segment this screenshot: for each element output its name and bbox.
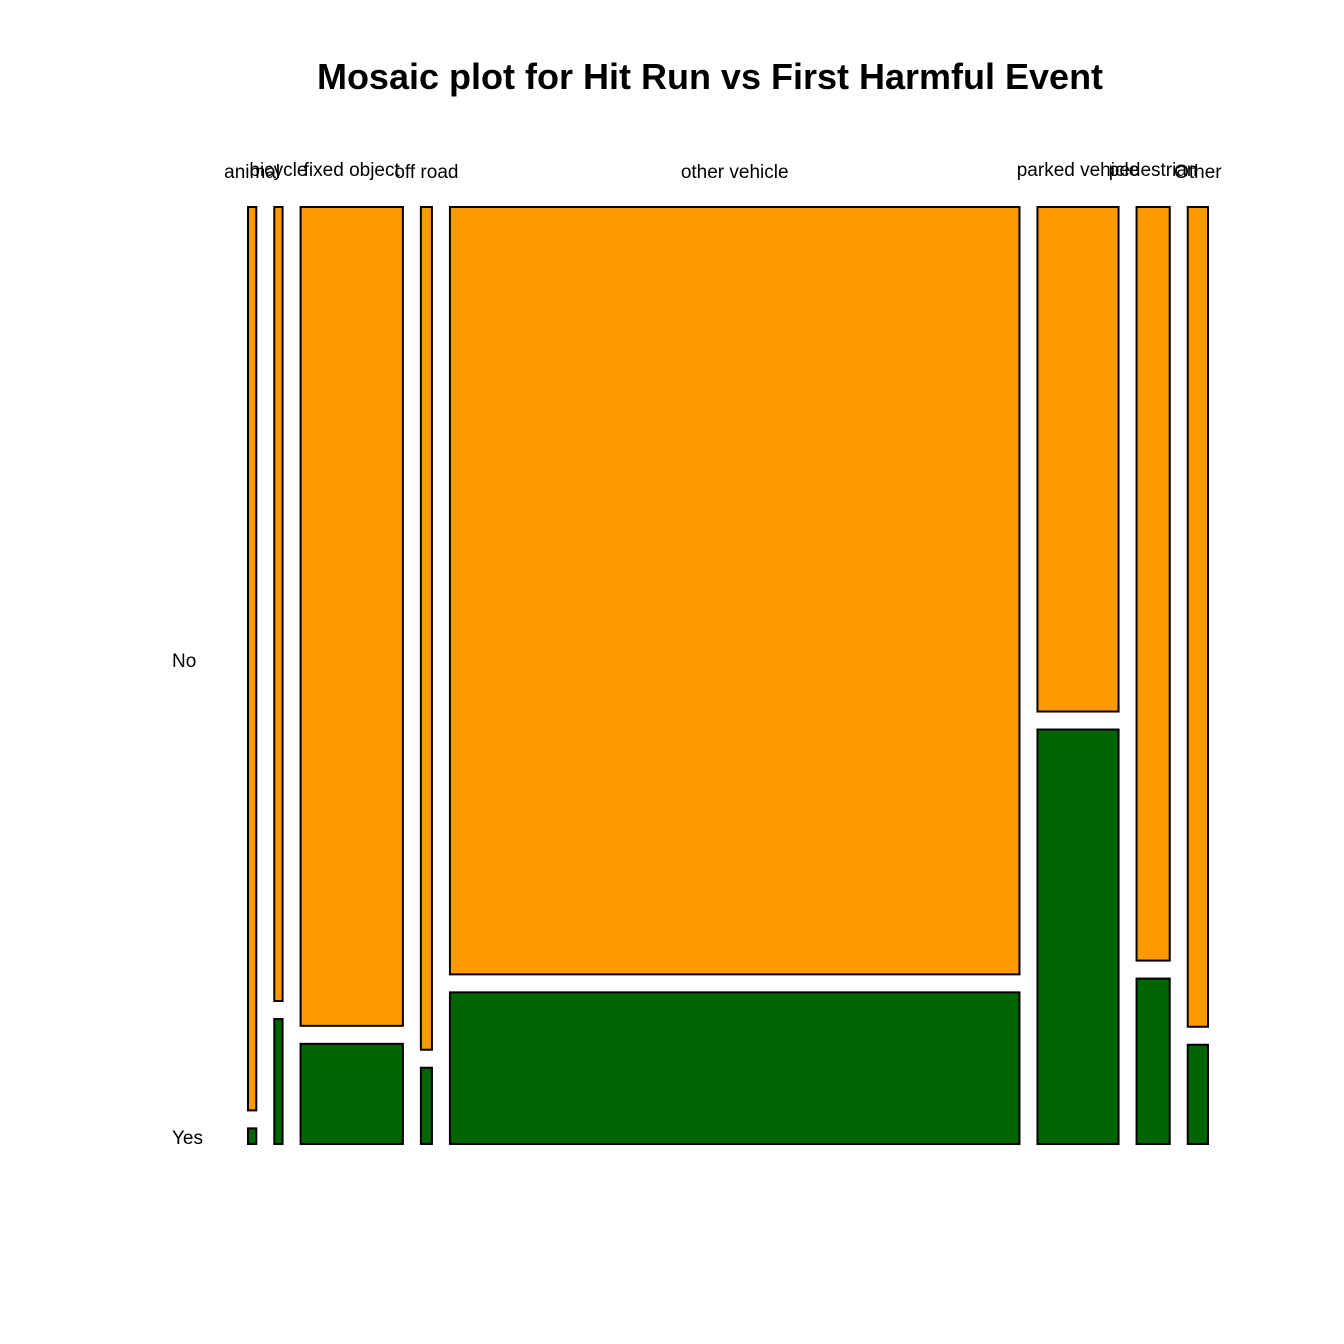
- x-label-animal: animal: [224, 162, 280, 183]
- tile-pedestrian-yes: [1135, 977, 1171, 1146]
- y-axis-labels: No Yes: [172, 651, 203, 1149]
- tile-animal-no: [247, 206, 258, 1112]
- tile-fixed-object-yes: [299, 1042, 404, 1145]
- tile-parked-vehicle-yes: [1036, 728, 1120, 1145]
- x-label-pedestrian: pedestrian: [1109, 160, 1198, 181]
- x-label-other-vehicle: other vehicle: [681, 162, 789, 183]
- tile-parked-vehicle-no: [1036, 206, 1120, 713]
- tile-animal-yes: [247, 1127, 258, 1145]
- x-label-off-road: off road: [394, 162, 458, 183]
- tile-pedestrian-no: [1135, 206, 1171, 962]
- x-label-parked-vehicle: parked vehicle: [1017, 160, 1140, 181]
- tile-bicycle-yes: [273, 1018, 284, 1145]
- y-label-yes: Yes: [172, 1128, 203, 1149]
- x-label-other: Other: [1174, 162, 1222, 183]
- tile-fixed-object-no: [299, 206, 404, 1027]
- x-label-bicycle: bicycle: [249, 160, 307, 181]
- x-label-fixed-object: fixed object: [304, 160, 401, 181]
- tile-other-vehicle-no: [448, 206, 1021, 976]
- chart-title: Mosaic plot for Hit Run vs First Harmful…: [316, 56, 1104, 97]
- tile-off-road-no: [419, 206, 433, 1051]
- tile-bicycle-no: [273, 206, 284, 1003]
- y-label-no: No: [172, 651, 196, 672]
- mosaic-tiles: [247, 206, 1209, 1146]
- tile-off-road-yes: [419, 1066, 433, 1146]
- tile-other-vehicle-yes: [448, 991, 1021, 1145]
- tile-other-yes: [1186, 1043, 1209, 1146]
- tile-other-no: [1186, 206, 1209, 1028]
